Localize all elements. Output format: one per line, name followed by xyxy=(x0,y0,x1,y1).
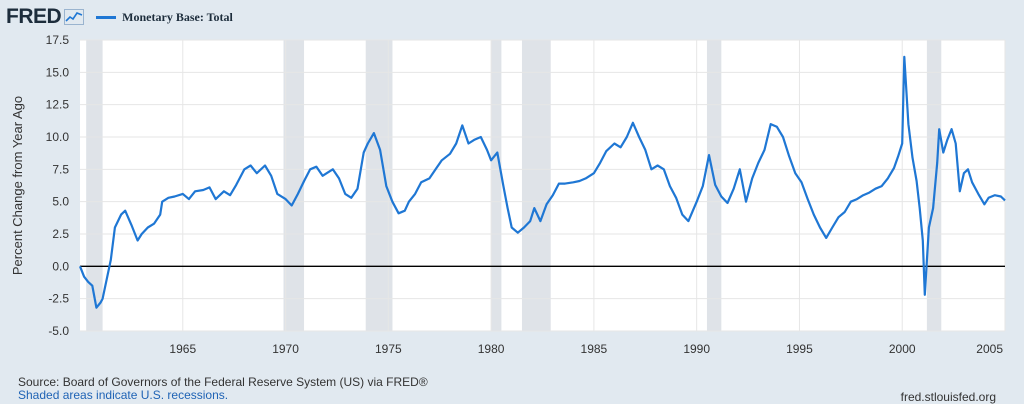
y-tick-label: 15.0 xyxy=(46,65,70,79)
recession-band-0 xyxy=(86,40,103,331)
site-link[interactable]: fred.stlouisfed.org xyxy=(900,390,996,404)
source-note: Source: Board of Governors of the Federa… xyxy=(18,375,428,389)
x-tick-label: 1985 xyxy=(581,342,608,356)
y-tick-label: 17.5 xyxy=(46,33,70,47)
y-tick-label: 0.0 xyxy=(52,259,69,273)
recession-band-5 xyxy=(706,40,722,331)
recession-band-4 xyxy=(521,40,551,331)
x-tick-labels: 1965 1970 1975 1980 1985 1990 1995 2000 2005 xyxy=(169,342,1003,356)
y-tick-label: 2.5 xyxy=(52,227,69,241)
x-tick-label: 2005 xyxy=(976,342,1003,356)
footer-notes: Source: Board of Governors of the Federa… xyxy=(18,376,428,402)
chart-header: FRED Monetary Base: Total xyxy=(6,4,233,30)
legend-swatch xyxy=(96,15,117,19)
y-tick-label: -2.5 xyxy=(48,292,69,306)
y-tick-label: 10.0 xyxy=(46,130,70,144)
x-tick-label: 1980 xyxy=(478,342,505,356)
x-tick-label: 1970 xyxy=(272,342,299,356)
legend-label[interactable]: Monetary Base: Total xyxy=(122,9,233,24)
x-tick-label: 1990 xyxy=(683,342,710,356)
y-tick-label: 12.5 xyxy=(46,98,70,112)
series-line-0[interactable] xyxy=(78,55,1006,309)
series-layer xyxy=(78,55,1006,309)
y-tick-label: -5.0 xyxy=(48,324,69,338)
fred-logo[interactable]: FRED xyxy=(6,5,62,28)
y-tick-labels: -5.0 -2.5 0.0 2.5 5.0 7.5 10.0 12.5 15.0 17.5 xyxy=(46,33,70,338)
x-tick-label: 1975 xyxy=(375,342,402,356)
recession-band-1 xyxy=(283,40,305,331)
x-tick-label: 1965 xyxy=(169,342,196,356)
x-tick-label: 1995 xyxy=(786,342,813,356)
recession-note[interactable]: Shaded areas indicate U.S. recessions. xyxy=(18,388,229,402)
recession-band-3 xyxy=(491,40,502,331)
fred-graph-icon xyxy=(64,9,85,25)
legend: Monetary Base: Total xyxy=(96,10,233,25)
recession-bands xyxy=(86,40,942,331)
y-tick-label: 5.0 xyxy=(52,195,69,209)
y-tick-label: 7.5 xyxy=(52,162,69,176)
x-tick-label: 2000 xyxy=(889,342,916,356)
